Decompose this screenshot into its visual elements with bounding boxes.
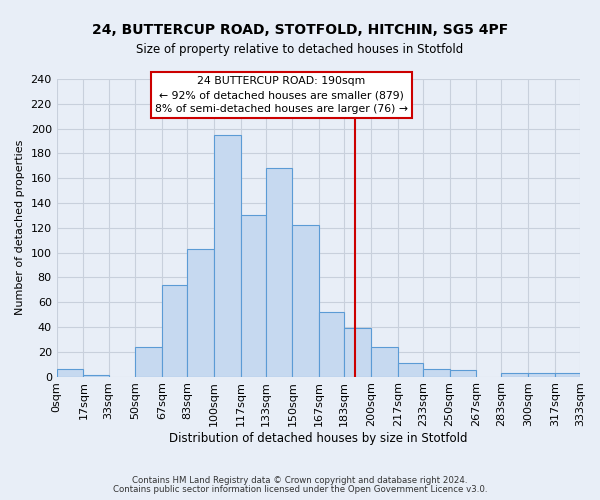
Bar bbox=[449, 370, 476, 376]
Bar bbox=[528, 373, 555, 376]
Bar bbox=[555, 373, 580, 376]
Y-axis label: Number of detached properties: Number of detached properties bbox=[15, 140, 25, 316]
Bar bbox=[162, 285, 187, 376]
Bar bbox=[292, 226, 319, 376]
Text: Contains public sector information licensed under the Open Government Licence v3: Contains public sector information licen… bbox=[113, 485, 487, 494]
Bar bbox=[502, 373, 528, 376]
Bar bbox=[187, 249, 214, 376]
Bar bbox=[266, 168, 292, 376]
Bar bbox=[135, 347, 162, 376]
Bar bbox=[214, 135, 241, 376]
X-axis label: Distribution of detached houses by size in Stotfold: Distribution of detached houses by size … bbox=[169, 432, 467, 445]
Text: 24 BUTTERCUP ROAD: 190sqm
← 92% of detached houses are smaller (879)
8% of semi-: 24 BUTTERCUP ROAD: 190sqm ← 92% of detac… bbox=[155, 76, 408, 114]
Bar bbox=[398, 363, 423, 376]
Text: 24, BUTTERCUP ROAD, STOTFOLD, HITCHIN, SG5 4PF: 24, BUTTERCUP ROAD, STOTFOLD, HITCHIN, S… bbox=[92, 22, 508, 36]
Bar bbox=[371, 347, 398, 376]
Bar bbox=[241, 216, 266, 376]
Bar bbox=[319, 312, 344, 376]
Text: Contains HM Land Registry data © Crown copyright and database right 2024.: Contains HM Land Registry data © Crown c… bbox=[132, 476, 468, 485]
Bar bbox=[56, 369, 83, 376]
Bar bbox=[423, 369, 449, 376]
Text: Size of property relative to detached houses in Stotfold: Size of property relative to detached ho… bbox=[136, 42, 464, 56]
Bar bbox=[344, 328, 371, 376]
